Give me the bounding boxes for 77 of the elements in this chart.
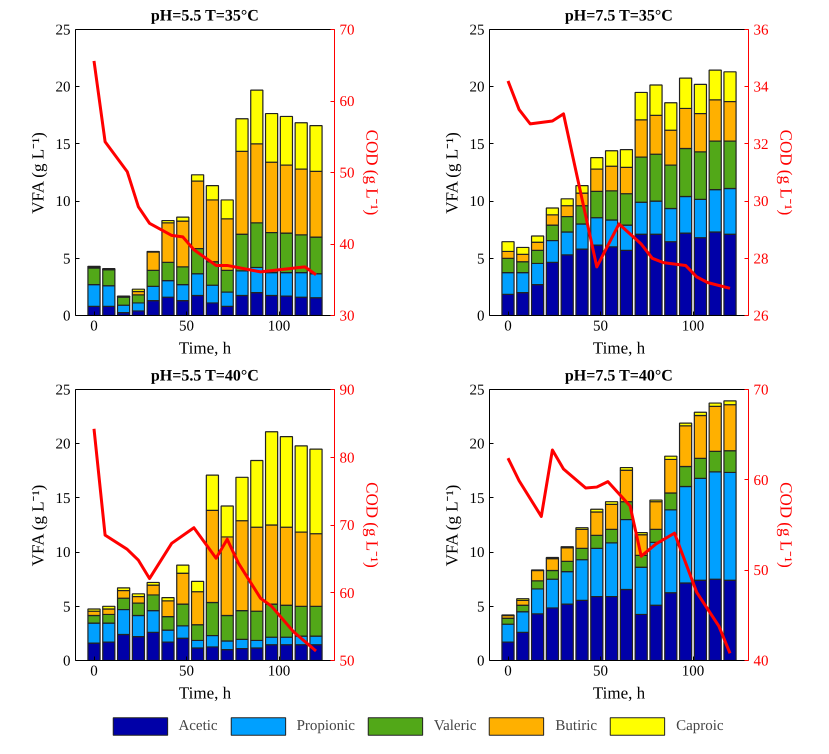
y-tick-label: 15 [470, 136, 484, 153]
y2-tick-label: 80 [340, 450, 354, 466]
legend-label: Butiric [555, 718, 598, 734]
y-tick-label: 25 [470, 382, 484, 398]
y2-axis-title: COD (g L⁻¹) [776, 482, 796, 568]
y-tick-label: 10 [56, 194, 70, 210]
y-axis-title: VFA (g L⁻¹) [442, 132, 462, 214]
y-tick-label: 0 [477, 654, 484, 670]
y-tick-label: 0 [63, 654, 70, 670]
x-tick-label: 50 [593, 664, 608, 680]
y-tick-label: 5 [63, 599, 70, 616]
y-tick-label: 5 [477, 251, 484, 268]
y-tick-label: 0 [63, 308, 70, 324]
y2-tick-label: 70 [754, 382, 768, 398]
y-axis-title: VFA (g L⁻¹) [28, 132, 48, 214]
legend-label: Caproic [676, 718, 724, 734]
y-tick-label: 5 [477, 599, 484, 616]
x-tick-label: 50 [179, 664, 194, 680]
y-tick-label: 10 [470, 545, 484, 562]
y2-tick-label: 50 [754, 563, 768, 580]
y-tick-label: 25 [56, 382, 70, 398]
x-tick-label: 0 [504, 664, 512, 680]
x-tick-label: 50 [179, 318, 194, 334]
y-tick-label: 20 [56, 80, 70, 96]
y-tick-label: 0 [477, 308, 484, 324]
x-tick-label: 100 [268, 664, 290, 680]
y2-tick-label: 60 [340, 586, 354, 602]
y2-tick-label: 60 [340, 94, 354, 110]
y2-tick-label: 26 [754, 308, 769, 324]
y2-tick-label: 28 [754, 251, 768, 268]
y2-tick-label: 40 [754, 654, 768, 670]
y-tick-label: 25 [56, 22, 70, 38]
y2-axis-title: COD (g L⁻¹) [362, 482, 382, 568]
chart-title: pH=7.5 T=35°C [564, 8, 673, 24]
x-axis-title: Time, h [178, 338, 232, 358]
y-tick-label: 15 [56, 136, 70, 153]
y2-tick-label: 34 [754, 80, 769, 96]
y-tick-label: 5 [63, 251, 70, 268]
y-tick-label: 15 [56, 490, 70, 507]
y2-tick-label: 70 [340, 518, 354, 534]
x-tick-label: 100 [682, 664, 704, 680]
y2-tick-label: 30 [754, 194, 768, 210]
y-tick-label: 10 [470, 194, 484, 210]
y-tick-label: 20 [56, 436, 70, 453]
y2-axis-title: COD (g L⁻¹) [776, 130, 796, 216]
y2-tick-label: 36 [754, 22, 769, 38]
x-tick-label: 0 [504, 318, 512, 334]
y2-tick-label: 50 [340, 166, 354, 182]
y-tick-label: 10 [56, 545, 70, 562]
x-tick-label: 100 [268, 318, 290, 334]
chart-title: pH=5.5 T=35°C [150, 8, 259, 24]
y2-axis-title: COD (g L⁻¹) [362, 130, 382, 216]
y2-tick-label: 50 [340, 654, 354, 670]
legend-label: Acetic [178, 718, 218, 734]
x-tick-label: 100 [682, 318, 704, 334]
y-axis-title: VFA (g L⁻¹) [28, 484, 48, 566]
legend-label: Valeric [434, 718, 476, 734]
x-tick-label: 50 [593, 318, 608, 334]
chart-title: pH=7.5 T=40°C [564, 368, 673, 384]
y-tick-label: 20 [470, 80, 484, 96]
y2-tick-label: 90 [340, 382, 354, 398]
y2-tick-label: 70 [340, 22, 354, 38]
y2-tick-label: 40 [340, 237, 354, 253]
x-tick-label: 0 [90, 318, 98, 334]
y2-tick-label: 60 [754, 472, 768, 489]
x-axis-title: Time, h [592, 338, 646, 358]
x-tick-label: 0 [90, 664, 98, 680]
y-tick-label: 25 [470, 22, 484, 38]
x-axis-title: Time, h [178, 684, 232, 702]
y2-tick-label: 30 [340, 308, 354, 324]
chart-title: pH=5.5 T=40°C [150, 368, 259, 384]
y-tick-label: 15 [470, 490, 484, 507]
legend-label: Propionic [296, 718, 355, 734]
x-axis-title: Time, h [592, 684, 646, 702]
y2-tick-label: 32 [754, 136, 768, 153]
y-axis-title: VFA (g L⁻¹) [442, 484, 462, 566]
y-tick-label: 20 [470, 436, 484, 453]
